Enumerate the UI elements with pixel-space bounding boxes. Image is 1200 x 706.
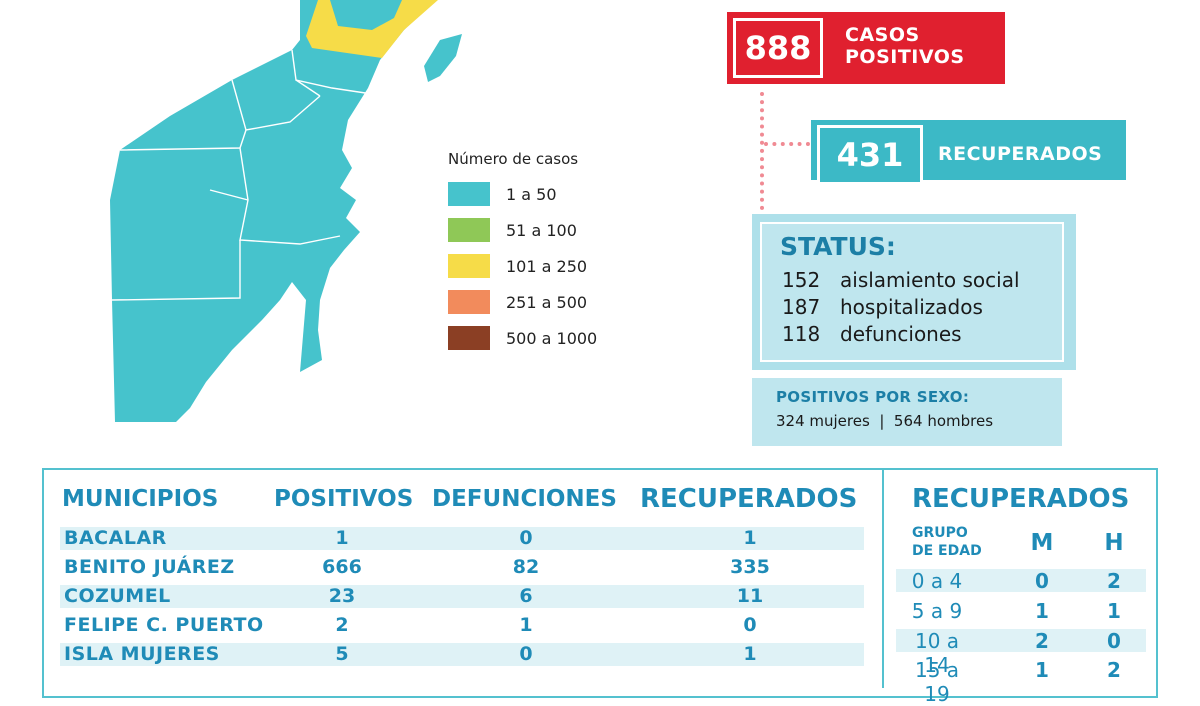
table-divider [882,468,884,688]
casos-label-line2: POSITIVOS [845,46,965,68]
age-row-group: 5 a 9 [911,599,963,623]
status-inner-frame [760,222,1064,362]
table-row-recuperados: 1 [743,643,757,665]
age-table-title: RECUPERADOS [912,484,1130,514]
table-row-recuperados: 11 [736,585,764,607]
table-row-band [60,585,864,608]
map-legend: Número de casos 1 a 50 51 a 100 101 a 25… [448,150,648,362]
age-group-header-line1: GRUPO [912,525,968,541]
dotted-connector-horizontal [764,142,810,146]
age-group-header-line2: DE EDAD [912,543,982,559]
recuperados-label: RECUPERADOS [938,143,1103,165]
status-row: 187 hospitalizados [782,295,983,319]
table-row-defunciones: 82 [512,556,540,578]
header-positivos: POSITIVOS [274,486,414,512]
age-row-group: 15 a 19 [914,658,960,706]
table-row-municipio: ISLA MUJERES [64,643,220,665]
table-row-recuperados: 0 [743,614,757,636]
casos-positivos-number: 888 [733,18,823,78]
legend-title: Número de casos [448,150,579,168]
table-row-positivos: 2 [335,614,349,636]
status-label: aislamiento social [840,268,1020,292]
table-row-positivos: 666 [322,556,362,578]
casos-label-line1: CASOS [845,24,920,46]
table-row-positivos: 5 [335,643,349,665]
table-row-defunciones: 6 [519,585,533,607]
header-defunciones: DEFUNCIONES [432,486,617,512]
age-row-m: 2 [1035,629,1049,653]
age-row-h: 1 [1107,599,1121,623]
legend-item: 500 a 1000 [448,326,648,350]
age-row-group: 10 a 14 [914,629,960,677]
age-row-band [896,629,1146,652]
map-state-shape [110,0,436,422]
age-col-h: H [1104,530,1124,556]
table-row-positivos: 23 [328,585,356,607]
legend-swatch [448,182,490,206]
table-row-defunciones: 0 [519,643,533,665]
table-row-band [60,643,864,666]
age-row-h: 0 [1107,629,1121,653]
legend-label: 101 a 250 [506,256,588,276]
status-count: 152 [782,268,821,292]
age-row-h: 2 [1107,569,1121,593]
legend-label: 500 a 1000 [506,328,598,348]
legend-item: 1 a 50 [448,182,648,206]
age-row-m: 1 [1035,599,1049,623]
map-municipal-borders [111,49,373,301]
status-row: 118 defunciones [782,322,962,346]
table-row-municipio: BACALAR [64,527,167,549]
recuperados-number: 431 [817,125,923,185]
table-row-recuperados: 1 [743,527,757,549]
sexo-title: POSITIVOS POR SEXO: [776,388,970,406]
table-row-municipio: BENITO JUÁREZ [64,556,235,578]
age-row-m: 0 [1035,569,1049,593]
casos-positivos-label: CASOS POSITIVOS [845,24,995,68]
legend-swatch [448,326,490,350]
age-row-m: 1 [1035,658,1049,682]
legend-label: 251 a 500 [506,292,588,312]
legend-swatch [448,290,490,314]
legend-item: 51 a 100 [448,218,648,242]
legend-label: 1 a 50 [506,184,557,204]
age-row-band [896,569,1146,592]
table-row-municipio: FELIPE C. PUERTO [64,614,264,636]
status-label: defunciones [840,322,962,346]
sexo-panel [752,378,1062,446]
legend-label: 51 a 100 [506,220,577,240]
table-row-defunciones: 1 [519,614,533,636]
status-count: 118 [782,322,821,346]
status-title: STATUS: [780,232,896,261]
table-row-positivos: 1 [335,527,349,549]
age-group-header: GRUPO DE EDAD [912,524,982,560]
legend-swatch [448,254,490,278]
casos-positivos-panel [727,12,1005,84]
status-label: hospitalizados [840,295,983,319]
status-row: 152 aislamiento social [782,268,1020,292]
table-row-recuperados: 335 [730,556,770,578]
status-count: 187 [782,295,821,319]
age-row-h: 2 [1107,658,1121,682]
sexo-breakdown: 324 mujeres | 564 hombres [776,412,994,430]
table-row-defunciones: 0 [519,527,533,549]
age-row-group: 0 a 4 [911,569,963,593]
quintana-roo-map [110,0,462,422]
header-recuperados: RECUPERADOS [640,484,858,514]
map-cozumel-island [424,34,462,82]
dotted-connector-vertical [760,92,764,210]
header-municipios: MUNICIPIOS [62,486,219,512]
table-row-municipio: COZUMEL [64,585,171,607]
legend-item: 251 a 500 [448,290,648,314]
legend-swatch [448,218,490,242]
legend-item: 101 a 250 [448,254,648,278]
age-col-m: M [1030,530,1054,556]
map-region-teal-tip [330,0,402,30]
table-row-band [60,527,864,550]
